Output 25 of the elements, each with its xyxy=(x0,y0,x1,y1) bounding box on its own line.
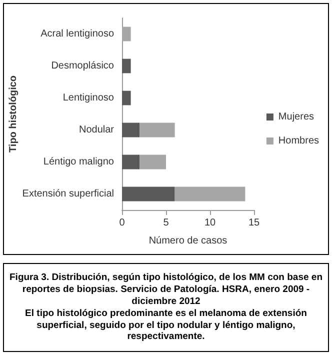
x-tick-label: 10 xyxy=(204,218,216,228)
y-tick-label: Desmoplásico xyxy=(51,60,114,72)
y-tick-label: Lentiginoso xyxy=(62,92,114,104)
text: Figura 3. Distribución, según tipo histológico, de los MM con base en reportes de biopsias. Servicio de Patología. HSRA, enero 2009 - diciembre 2012 xyxy=(8,272,324,308)
y-tick-label: Extensión superficial xyxy=(22,188,114,200)
x-tick-label: 15 xyxy=(248,218,260,228)
legend-label: Mujeres xyxy=(278,112,314,122)
bar xyxy=(122,186,175,202)
bar xyxy=(122,154,140,170)
bar xyxy=(122,90,131,106)
bar xyxy=(122,26,131,42)
bar xyxy=(122,58,131,74)
x-tick-label: 5 xyxy=(163,218,170,228)
bar xyxy=(174,186,246,202)
y-tick-label: Nodular xyxy=(78,124,115,136)
bar xyxy=(140,122,175,138)
legend-label: Hombres xyxy=(278,136,320,146)
x-axis-title: Número de casos xyxy=(148,236,228,246)
bar xyxy=(140,154,166,170)
x-tick-label: 0 xyxy=(119,218,126,228)
y-tick-label: Léntigo maligno xyxy=(43,156,114,168)
y-axis-title: Tipo histológico xyxy=(8,75,19,153)
y-tick-label: Acral lentiginoso xyxy=(40,28,114,40)
bar xyxy=(122,122,140,138)
text: El tipo histológico predominante es el melanoma de extensión superficial, seguido por el tipo nodular y léntigo maligno, respectivamente. xyxy=(24,308,308,344)
